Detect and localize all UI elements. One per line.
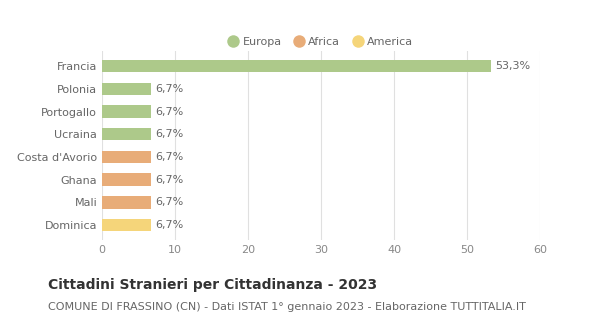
Text: COMUNE DI FRASSINO (CN) - Dati ISTAT 1° gennaio 2023 - Elaborazione TUTTITALIA.I: COMUNE DI FRASSINO (CN) - Dati ISTAT 1° … (48, 302, 526, 312)
Text: 6,7%: 6,7% (155, 197, 184, 207)
Text: 6,7%: 6,7% (155, 107, 184, 116)
Bar (102, 173, 151, 186)
Text: Cittadini Stranieri per Cittadinanza - 2023: Cittadini Stranieri per Cittadinanza - 2… (48, 278, 377, 292)
Text: 6,7%: 6,7% (155, 129, 184, 139)
Text: 6,7%: 6,7% (155, 220, 184, 230)
Bar (102, 105, 151, 118)
Bar (102, 151, 151, 163)
Bar (102, 83, 151, 95)
Legend: Europa, Africa, America: Europa, Africa, America (224, 32, 418, 52)
Bar (102, 196, 151, 209)
Text: 6,7%: 6,7% (155, 84, 184, 94)
Text: 6,7%: 6,7% (155, 175, 184, 185)
Bar (102, 128, 151, 140)
Bar (102, 219, 151, 231)
Text: 6,7%: 6,7% (155, 152, 184, 162)
Text: 53,3%: 53,3% (496, 61, 530, 71)
Bar (102, 60, 491, 72)
